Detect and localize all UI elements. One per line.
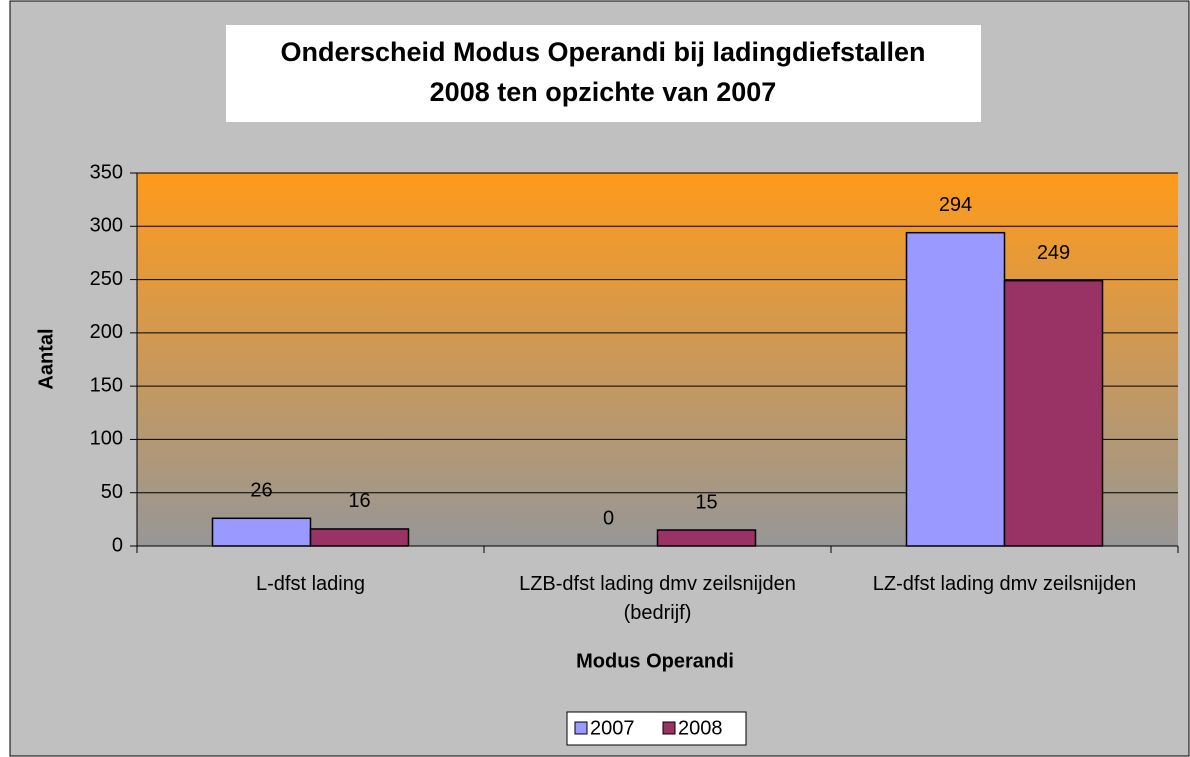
bar bbox=[905, 231, 1006, 547]
legend bbox=[566, 711, 747, 746]
y-tick-label: 0 bbox=[112, 534, 123, 556]
bar bbox=[656, 529, 757, 547]
chart-title: Onderscheid Modus Operandi bij ladingdie… bbox=[280, 37, 925, 67]
y-tick-label: 100 bbox=[90, 428, 123, 450]
data-label: 249 bbox=[1037, 242, 1070, 264]
data-label: 15 bbox=[695, 491, 717, 513]
y-tick-label: 50 bbox=[101, 481, 123, 503]
legend-swatch bbox=[662, 721, 676, 735]
chart-title: 2008 ten opzichte van 2007 bbox=[430, 77, 777, 107]
legend-label: 2008 bbox=[678, 717, 723, 739]
y-tick-label: 350 bbox=[90, 161, 123, 183]
x-tick-label: LZ-dfst lading dmv zeilsnijden bbox=[872, 573, 1137, 595]
data-label: 26 bbox=[250, 480, 272, 502]
data-label: 294 bbox=[939, 194, 972, 216]
x-axis-title: Modus Operandi bbox=[576, 650, 734, 672]
y-tick-label: 150 bbox=[90, 374, 123, 396]
y-tick-label: 200 bbox=[90, 321, 123, 343]
title-box bbox=[226, 25, 981, 122]
bar bbox=[309, 528, 410, 547]
y-tick-label: 250 bbox=[90, 268, 123, 290]
x-tick-label: LZB-dfst lading dmv zeilsnijden (bedrijf… bbox=[519, 573, 796, 624]
x-tick-label: L-dfst lading bbox=[256, 573, 365, 595]
bar bbox=[211, 517, 312, 547]
legend-swatch bbox=[574, 721, 588, 735]
data-label: 0 bbox=[603, 507, 614, 529]
y-axis-title: Aantal bbox=[35, 328, 57, 389]
bar bbox=[1003, 279, 1104, 547]
data-label: 16 bbox=[348, 490, 370, 512]
legend-label: 2007 bbox=[590, 717, 635, 739]
y-tick-label: 300 bbox=[90, 215, 123, 237]
